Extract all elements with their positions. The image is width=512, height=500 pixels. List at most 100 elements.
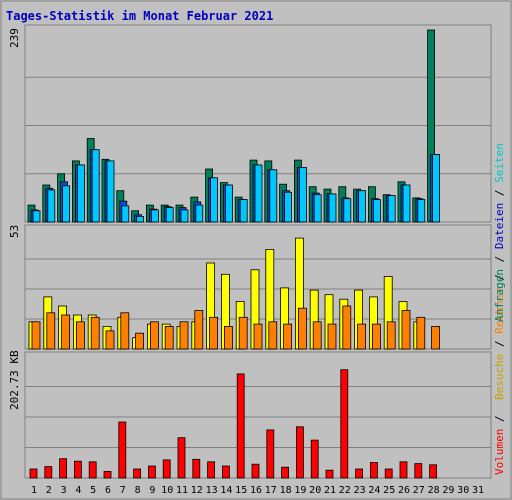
x-tick-label-21: 21 xyxy=(324,485,336,496)
legend-separator: / xyxy=(493,249,506,269)
x-tick-label-6: 6 xyxy=(105,485,111,496)
bar-seiten-day-12 xyxy=(195,204,204,223)
legend-item-seiten: Seiten xyxy=(493,143,506,183)
bar-seiten-day-2 xyxy=(47,189,56,223)
legend-separator: / xyxy=(493,415,506,428)
bar-seiten-day-15 xyxy=(239,199,248,223)
bar-rechner-day-15 xyxy=(238,316,248,350)
bar-seiten-day-6 xyxy=(106,160,115,223)
bar-seiten-day-23 xyxy=(358,190,367,223)
x-tick-label-8: 8 xyxy=(135,485,141,496)
x-tick-label-5: 5 xyxy=(90,485,96,496)
x-tick-label-19: 19 xyxy=(294,485,306,496)
bar-seiten-day-14 xyxy=(224,184,233,223)
bar-rechner-day-25 xyxy=(386,321,396,350)
x-tick-label-15: 15 xyxy=(235,485,247,496)
bar-volumen-day-19 xyxy=(295,426,304,479)
chart-panels xyxy=(24,24,492,479)
bar-rechner-day-2 xyxy=(46,312,56,350)
chart-legends: Volumen / Besuche / Rechner / Anfragen /… xyxy=(493,143,506,475)
legend-item-anfragen: Anfragen xyxy=(493,269,506,322)
bar-rechner-day-14 xyxy=(223,325,233,350)
bar-volumen-day-11 xyxy=(177,437,186,479)
bar-volumen-day-28 xyxy=(429,464,438,479)
bar-seiten-day-10 xyxy=(165,207,174,223)
x-tick-label-7: 7 xyxy=(120,485,126,496)
bar-seiten-day-28 xyxy=(432,154,441,223)
bar-volumen-day-21 xyxy=(325,469,334,479)
x-tick-label-27: 27 xyxy=(413,485,425,496)
bar-rechner-day-26 xyxy=(401,310,411,350)
x-tick-label-14: 14 xyxy=(220,485,232,496)
bar-seiten-day-16 xyxy=(254,164,263,223)
bar-rechner-day-18 xyxy=(283,323,293,350)
bar-volumen-day-18 xyxy=(281,466,290,479)
bar-rechner-day-8 xyxy=(135,332,145,350)
bar-rechner-day-1 xyxy=(31,321,41,350)
bar-volumen-day-23 xyxy=(355,468,364,479)
x-tick-label-29: 29 xyxy=(442,485,454,496)
top-axis-max-label: 239 xyxy=(8,28,21,48)
bar-volumen-day-16 xyxy=(251,463,260,479)
bar-rechner-day-3 xyxy=(61,314,70,350)
bar-rechner-day-12 xyxy=(194,310,204,350)
bar-volumen-day-14 xyxy=(221,465,230,479)
bar-volumen-day-8 xyxy=(133,468,142,479)
x-tick-label-18: 18 xyxy=(280,485,292,496)
bar-rechner-day-5 xyxy=(90,316,100,350)
middle-axis-max-label: 53 xyxy=(8,225,21,238)
x-tick-label-4: 4 xyxy=(75,485,81,496)
bar-volumen-day-15 xyxy=(236,373,245,479)
bar-rechner-day-11 xyxy=(179,321,189,350)
bar-volumen-day-9 xyxy=(147,465,156,479)
x-tick-label-2: 2 xyxy=(46,485,52,496)
legend-item-rechner: Rechner xyxy=(493,287,506,334)
legend-top: Anfragen / Dateien / Seiten xyxy=(493,143,506,322)
top-panel xyxy=(24,24,492,223)
bar-volumen-day-13 xyxy=(207,461,216,479)
middle-panel xyxy=(24,224,492,350)
legend-separator: / xyxy=(493,334,506,354)
x-tick-label-25: 25 xyxy=(383,485,395,496)
bar-volumen-day-17 xyxy=(266,429,275,479)
bar-seiten-day-1 xyxy=(32,210,41,223)
bar-rechner-day-27 xyxy=(416,316,426,350)
x-tick-label-16: 16 xyxy=(250,485,262,496)
x-axis-tick-labels: 1 2 3 4 5 6 7 8 9 10 11 12 13 14 15 16 17 18 19 20 21 22 23 24 2… xyxy=(31,485,484,496)
bar-volumen-day-2 xyxy=(44,466,53,479)
x-tick-label-11: 11 xyxy=(176,485,188,496)
bar-rechner-day-7 xyxy=(120,312,130,350)
bar-seiten-day-20 xyxy=(313,194,322,223)
bar-volumen-day-20 xyxy=(310,439,319,479)
bar-rechner-day-22 xyxy=(342,305,352,350)
legend-item-dateien: Dateien xyxy=(493,203,506,249)
bar-volumen-day-12 xyxy=(192,458,201,479)
bar-seiten-day-22 xyxy=(343,198,352,223)
bar-rechner-day-21 xyxy=(327,323,337,350)
x-tick-label-31: 31 xyxy=(472,485,484,496)
bar-volumen-day-4 xyxy=(74,460,82,479)
legend-separator: / xyxy=(493,274,506,287)
bottom-axis-max-label: 202.73 KB xyxy=(8,350,21,410)
bar-rechner-day-20 xyxy=(312,321,322,350)
bar-seiten-day-21 xyxy=(328,193,337,223)
x-tick-label-10: 10 xyxy=(161,485,173,496)
bar-seiten-day-7 xyxy=(121,205,130,223)
x-tick-label-13: 13 xyxy=(206,485,218,496)
x-tick-label-26: 26 xyxy=(398,485,410,496)
x-tick-label-3: 3 xyxy=(61,485,67,496)
x-tick-label-12: 12 xyxy=(191,485,203,496)
bottom-panel xyxy=(24,351,492,479)
bar-seiten-day-24 xyxy=(372,199,381,223)
bar-seiten-day-13 xyxy=(210,177,219,223)
legend-item-volumen: Volumen xyxy=(493,429,506,475)
bar-volumen-day-10 xyxy=(162,459,171,479)
x-tick-label-9: 9 xyxy=(149,485,155,496)
legend-bottom: Volumen / xyxy=(493,415,506,475)
x-tick-label-30: 30 xyxy=(457,485,469,496)
x-tick-label-24: 24 xyxy=(368,485,380,496)
chart-title: Tages-Statistik im Monat Februar 2021 xyxy=(6,9,273,23)
bar-volumen-day-1 xyxy=(29,468,38,479)
